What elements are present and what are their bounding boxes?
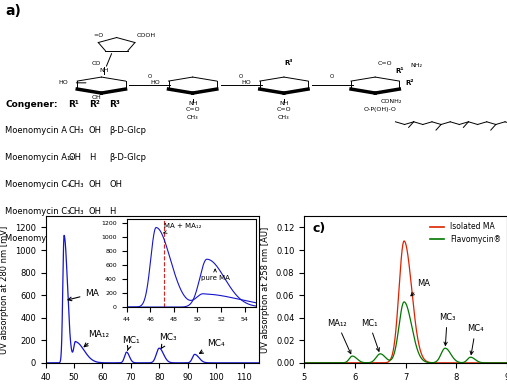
Text: b): b) — [135, 222, 150, 235]
Text: H: H — [89, 153, 95, 163]
Text: O-P(OH)-O: O-P(OH)-O — [364, 107, 396, 112]
Text: NH₂: NH₂ — [411, 63, 423, 68]
Text: CH₃: CH₃ — [68, 127, 84, 135]
Text: Moenomycin C₁: Moenomycin C₁ — [5, 234, 70, 243]
Text: Moenomycin A: Moenomycin A — [5, 127, 67, 135]
Text: a): a) — [5, 5, 21, 19]
Text: CH₃: CH₃ — [278, 115, 289, 120]
Text: Congener:: Congener: — [5, 100, 58, 108]
Text: O: O — [239, 74, 243, 80]
Text: R²: R² — [89, 100, 99, 108]
Text: O: O — [330, 74, 335, 80]
Text: Moenomycin C₄: Moenomycin C₄ — [5, 180, 70, 189]
Text: Moenomycin C₃: Moenomycin C₃ — [5, 207, 70, 216]
Text: H: H — [89, 234, 95, 243]
Text: NH: NH — [279, 101, 288, 106]
Text: MA₁₂: MA₁₂ — [328, 318, 351, 354]
Text: R¹: R¹ — [68, 100, 79, 108]
Text: HO: HO — [241, 80, 251, 85]
Text: CH₃: CH₃ — [68, 207, 84, 216]
Text: NH: NH — [99, 68, 108, 73]
Text: O: O — [148, 74, 152, 80]
Y-axis label: UV absorption at 280 nm [mV]: UV absorption at 280 nm [mV] — [1, 225, 9, 354]
Text: OH: OH — [89, 180, 102, 189]
Text: C=O: C=O — [277, 107, 291, 112]
Text: COOH: COOH — [137, 33, 156, 38]
Text: Moenomycin A₁₂: Moenomycin A₁₂ — [5, 153, 74, 163]
Text: OH: OH — [89, 207, 102, 216]
Text: β-D-Glcp: β-D-Glcp — [109, 127, 146, 135]
Text: =O: =O — [94, 33, 104, 38]
Text: HO: HO — [59, 80, 68, 85]
Text: CH₃: CH₃ — [187, 115, 198, 120]
Text: CO: CO — [92, 61, 101, 66]
Text: OH: OH — [68, 153, 82, 163]
Text: R¹: R¹ — [395, 68, 404, 74]
Text: MA: MA — [411, 279, 430, 296]
Text: MC₃: MC₃ — [439, 313, 455, 345]
Text: β-D-Glcp: β-D-Glcp — [109, 153, 146, 163]
Text: HO: HO — [150, 80, 160, 85]
Text: MA: MA — [68, 289, 99, 301]
Text: C=O: C=O — [378, 61, 392, 66]
Text: MC₁: MC₁ — [122, 336, 140, 350]
Legend: Isolated MA, Flavomycin®: Isolated MA, Flavomycin® — [427, 220, 503, 246]
Text: OH: OH — [89, 127, 102, 135]
Text: H: H — [109, 207, 116, 216]
Text: R³: R³ — [109, 100, 120, 108]
Text: R²: R² — [406, 80, 414, 86]
Text: MA₁₂: MA₁₂ — [84, 330, 110, 347]
Text: MC₄: MC₄ — [200, 339, 225, 354]
Text: R³: R³ — [285, 60, 293, 66]
Text: CONH₂: CONH₂ — [380, 98, 402, 103]
Text: OH: OH — [91, 95, 101, 100]
Text: OH: OH — [109, 180, 122, 189]
Y-axis label: UV absorption at 258 nm [AU]: UV absorption at 258 nm [AU] — [262, 226, 270, 353]
Text: c): c) — [312, 222, 325, 235]
Text: NH: NH — [188, 101, 197, 106]
Text: MC₁: MC₁ — [361, 318, 379, 351]
Text: H: H — [109, 234, 116, 243]
Text: MC₄: MC₄ — [467, 324, 484, 354]
Text: OH: OH — [68, 234, 82, 243]
Text: CH₃: CH₃ — [68, 180, 84, 189]
Text: MC₃: MC₃ — [159, 333, 177, 348]
Text: C=O: C=O — [186, 107, 200, 112]
